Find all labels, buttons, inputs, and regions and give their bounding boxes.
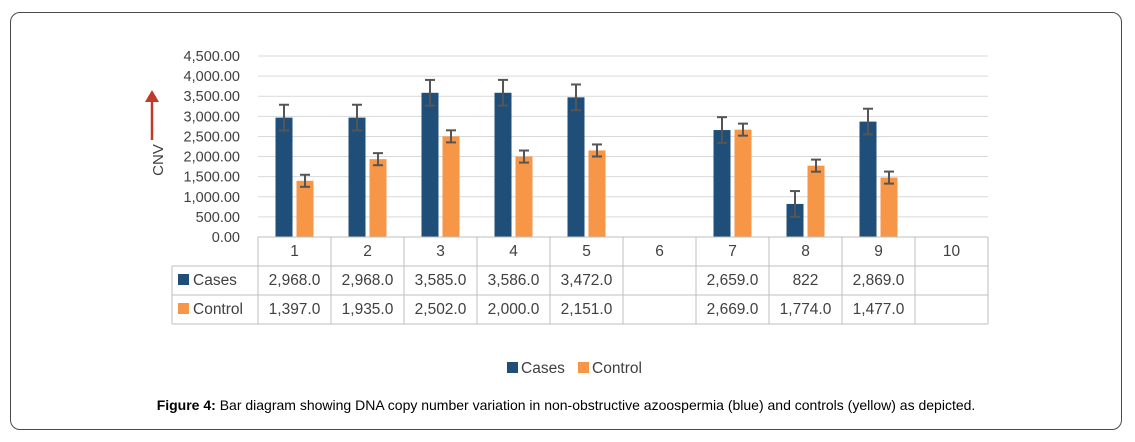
- figure-frame: [10, 12, 1122, 430]
- bar-control: [807, 165, 825, 237]
- data-label: 1,397.0: [269, 301, 321, 318]
- data-label: 3,586.0: [488, 272, 540, 289]
- data-label: 2,151.0: [561, 301, 613, 318]
- figure-caption: Figure 4: Bar diagram showing DNA copy n…: [10, 397, 1122, 413]
- x-tick-label: 3: [436, 243, 445, 260]
- table-series-name: Cases: [193, 272, 237, 289]
- bar-control: [880, 177, 898, 237]
- bar-cases: [859, 121, 877, 237]
- x-tick-label: 1: [290, 243, 299, 260]
- caption-text: Bar diagram showing DNA copy number vari…: [215, 397, 976, 413]
- bar-cases: [713, 130, 731, 237]
- data-label: 2,869.0: [853, 272, 905, 289]
- data-label: 2,968.0: [269, 272, 321, 289]
- bar-cases: [786, 203, 804, 237]
- data-label: 2,659.0: [707, 272, 759, 289]
- bar-cases: [567, 97, 585, 237]
- x-tick-label: 6: [655, 243, 664, 260]
- legend-label: Control: [592, 360, 642, 377]
- data-label: 1,774.0: [780, 301, 832, 318]
- bar-cases: [494, 92, 512, 237]
- data-label: 1,477.0: [853, 301, 905, 318]
- x-tick-label: 4: [509, 243, 518, 260]
- bar-control: [734, 129, 752, 237]
- legend-key: [578, 362, 589, 373]
- data-label: 2,968.0: [342, 272, 394, 289]
- data-label: 2,669.0: [707, 301, 759, 318]
- x-tick-label: 5: [582, 243, 591, 260]
- y-axis-arrow-head: [145, 90, 159, 102]
- x-tick-label: 2: [363, 243, 372, 260]
- caption-label: Figure 4:: [156, 397, 216, 413]
- legend-label: Cases: [521, 360, 565, 377]
- data-label: 3,472.0: [561, 272, 613, 289]
- bar-control: [369, 159, 387, 237]
- y-tick-label: 3,500.00: [184, 89, 240, 105]
- data-label: 3,585.0: [415, 272, 467, 289]
- y-tick-label: 1,000.00: [184, 190, 240, 206]
- bar-control: [442, 136, 460, 237]
- table-legend-key: [178, 274, 189, 285]
- bar-control: [515, 156, 533, 237]
- y-tick-label: 1,500.00: [184, 170, 240, 186]
- bar-cases: [275, 117, 293, 237]
- y-axis-label: CNV: [150, 144, 167, 176]
- y-tick-label: 3,000.00: [184, 109, 240, 125]
- data-label: 2,000.0: [488, 301, 540, 318]
- y-tick-label: 2,500.00: [184, 129, 240, 145]
- table-series-name: Control: [193, 301, 243, 318]
- table-legend-key: [178, 303, 189, 314]
- data-label: 2,502.0: [415, 301, 467, 318]
- x-tick-label: 7: [728, 243, 737, 260]
- data-label: 1,935.0: [342, 301, 394, 318]
- data-label: 822: [793, 272, 819, 289]
- y-tick-label: 2,000.00: [184, 150, 240, 166]
- bar-cases: [421, 92, 439, 237]
- y-tick-label: 500.00: [196, 210, 240, 226]
- x-tick-label: 9: [874, 243, 883, 260]
- bar-control: [588, 150, 606, 237]
- y-tick-label: 4,500.00: [184, 49, 240, 65]
- bar-cases: [348, 117, 366, 237]
- bar-control: [296, 180, 314, 237]
- legend-key: [507, 362, 518, 373]
- x-tick-label: 10: [943, 243, 961, 260]
- x-tick-label: 8: [801, 243, 810, 260]
- y-tick-label: 4,000.00: [184, 69, 240, 85]
- y-tick-label: 0.00: [212, 230, 240, 246]
